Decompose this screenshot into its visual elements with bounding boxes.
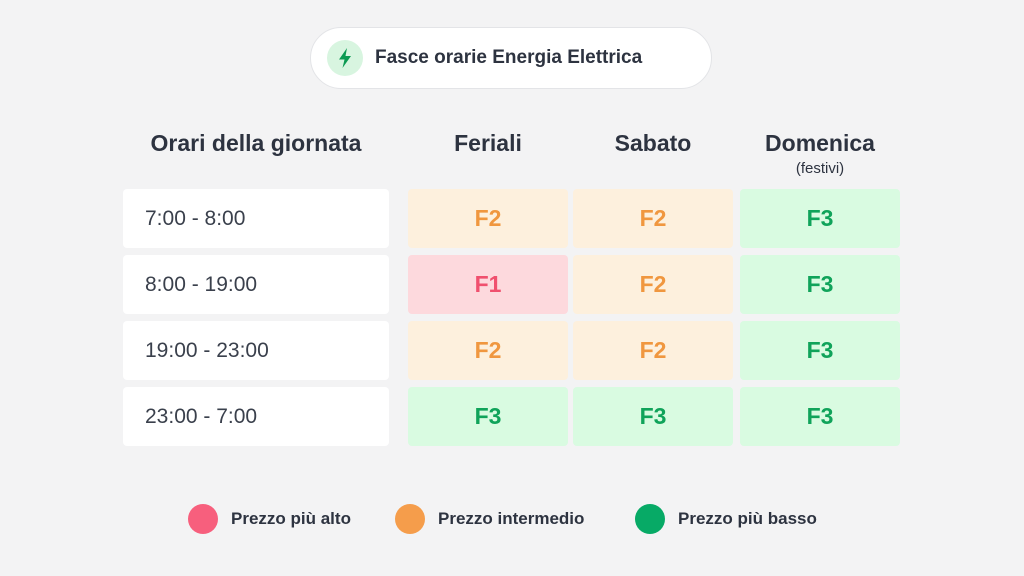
band-cell-sunday: F3 (740, 387, 900, 446)
time-cell: 7:00 - 8:00 (123, 189, 389, 248)
column-header-saturday: Sabato (614, 130, 692, 156)
band-cell-weekdays: F1 (408, 255, 568, 314)
band-cell-sunday: F3 (740, 321, 900, 380)
legend-label-medium: Prezzo intermedio (438, 509, 585, 528)
legend-label-low: Prezzo più basso (678, 509, 817, 528)
band-cell-weekdays: F3 (408, 387, 568, 446)
band-cell-saturday: F2 (573, 321, 733, 380)
column-header-sunday-note: (festivi) (795, 160, 845, 177)
page-title: Fasce orarie Energia Elettrica (375, 47, 643, 68)
legend-label-high: Prezzo più alto (231, 509, 351, 528)
title-badge: Fasce orarie Energia Elettrica (310, 27, 712, 89)
time-cell: 8:00 - 19:00 (123, 255, 389, 314)
column-header-weekdays: Feriali (454, 130, 522, 156)
legend-dot-low (635, 504, 665, 534)
band-cell-weekdays: F2 (408, 189, 568, 248)
band-cell-saturday: F2 (573, 189, 733, 248)
legend-dot-high (188, 504, 218, 534)
band-cell-weekdays: F2 (408, 321, 568, 380)
band-cell-sunday: F3 (740, 255, 900, 314)
column-header-sunday: Domenica (765, 130, 875, 156)
lightning-bolt-icon (327, 40, 363, 76)
legend-dot-medium (395, 504, 425, 534)
legend-item-high: Prezzo più alto (188, 504, 351, 534)
legend-item-low: Prezzo più basso (635, 504, 817, 534)
time-cell: 23:00 - 7:00 (123, 387, 389, 446)
band-cell-saturday: F3 (573, 387, 733, 446)
time-cell: 19:00 - 23:00 (123, 321, 389, 380)
band-cell-sunday: F3 (740, 189, 900, 248)
legend-item-medium: Prezzo intermedio (395, 504, 585, 534)
column-header-times: Orari della giornata (150, 130, 362, 156)
band-cell-saturday: F2 (573, 255, 733, 314)
